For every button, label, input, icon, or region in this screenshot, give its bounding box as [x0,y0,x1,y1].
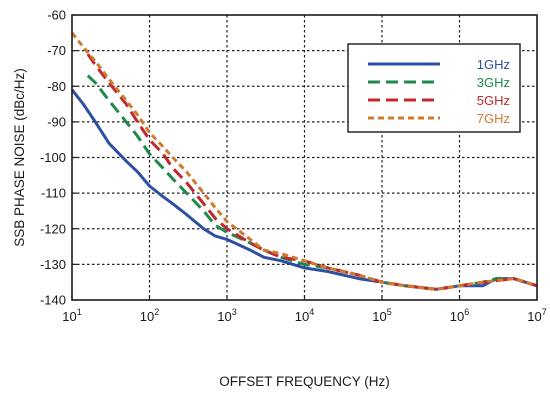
x-axis-title: OFFSET FREQUENCY (Hz) [219,374,390,389]
legend-label-1GHz: 1GHz [477,57,510,72]
x-tick-exponent: 5 [387,307,392,317]
y-tick-label: -100 [40,150,66,165]
x-tick-exponent: 6 [464,307,469,317]
y-tick-label: -140 [40,293,66,308]
legend-label-7GHz: 7GHz [477,111,510,126]
x-tick-exponent: 7 [542,307,547,317]
legend-label-5GHz: 5GHz [477,93,510,108]
grid [72,15,537,300]
x-tick-label: 101 [62,307,81,324]
x-tick-label: 106 [450,307,469,324]
x-tick-exponent: 2 [154,307,159,317]
legend-box [347,43,521,133]
y-tick-label: -70 [47,43,66,58]
x-tick-exponent: 4 [309,307,314,317]
y-tick-label: -80 [47,79,66,94]
legend-label-3GHz: 3GHz [477,75,510,90]
y-tick-label: -110 [41,186,66,201]
y-tick-label: -60 [47,8,66,23]
series-lines [70,31,538,291]
y-axis-title: SSB PHASE NOISE (dBc/Hz) [12,68,27,247]
y-tick-label: -90 [47,114,66,129]
legend: 1GHz 3GHz 5GHz 7GHz [347,43,521,133]
x-tick-label: 107 [527,307,546,324]
y-tick-label: -130 [40,257,66,272]
x-tick-exponent: 3 [232,307,237,317]
x-tick-label: 104 [295,307,314,324]
axis-ticks: 101 102 103 104 105 106 107 -60 -70 -80 -90 -100 -11… [40,8,547,325]
x-tick-label: 105 [372,307,391,324]
x-tick-label: 103 [217,307,236,324]
x-tick-exponent: 1 [77,307,82,317]
x-tick-label: 102 [140,307,159,324]
series-line-7GHz [70,31,538,291]
y-tick-label: -120 [40,221,66,236]
